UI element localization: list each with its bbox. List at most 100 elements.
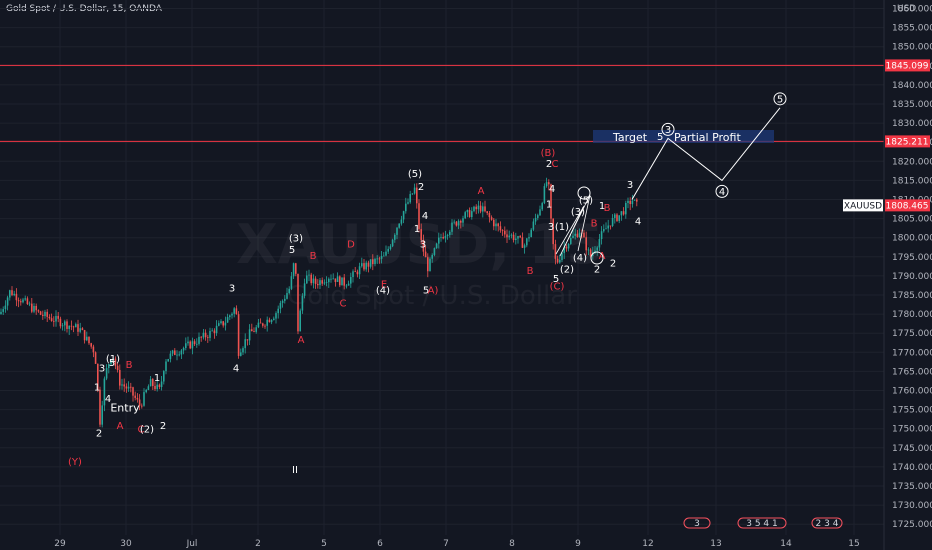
watermark-ticker: XAUUSD, 15 <box>236 213 604 276</box>
candle-body <box>618 215 620 222</box>
candle-body <box>171 350 174 354</box>
wave-label: A <box>298 335 305 346</box>
candle-body <box>160 381 163 388</box>
economic-event-marker[interactable] <box>737 517 787 529</box>
candle-body <box>356 271 359 275</box>
economic-event-marker[interactable] <box>683 517 711 529</box>
candle-body <box>169 353 172 360</box>
candle-body <box>306 275 308 284</box>
x-tick-label: 6 <box>377 539 383 549</box>
candle-body <box>506 234 508 238</box>
candle-body <box>567 243 570 249</box>
candle-body <box>4 305 7 310</box>
candle-body <box>321 280 323 284</box>
projection-wave-circle <box>715 184 729 198</box>
target-zone[interactable] <box>593 130 774 143</box>
candle-body <box>99 389 101 425</box>
candle-body <box>26 298 29 305</box>
candle-body <box>367 262 370 267</box>
candle-body <box>248 329 251 341</box>
candle-body <box>554 244 557 259</box>
candle-body <box>90 343 92 347</box>
candle-body <box>350 277 352 284</box>
candle-body <box>138 399 141 406</box>
level-price-tag[interactable] <box>885 59 930 72</box>
candle-body <box>594 250 596 253</box>
candle-body <box>103 378 106 406</box>
candle-body <box>237 314 240 356</box>
candle-body <box>292 263 295 277</box>
economic-event-label: 2 3 4 <box>816 519 839 529</box>
candle-body <box>70 325 73 327</box>
candle-body <box>402 211 405 220</box>
candle-body <box>127 386 130 389</box>
candle-body <box>101 405 103 425</box>
candle-body <box>339 276 341 286</box>
wave-label: A <box>478 186 485 197</box>
economic-event-marker[interactable] <box>811 517 843 529</box>
candle-body <box>244 339 246 349</box>
candle-body <box>180 350 183 355</box>
candle-body <box>191 341 194 349</box>
event-markers[interactable]: 3 3 5 4 1 2 3 4 <box>683 517 843 529</box>
wave-label: (3) <box>571 207 585 218</box>
candle-body <box>165 361 167 372</box>
wave-label: 1 <box>94 383 100 394</box>
level-price-tag[interactable] <box>885 135 930 148</box>
candle-body <box>277 308 279 314</box>
candle-body <box>209 330 211 338</box>
y-tick-label: 1785.000 <box>892 291 932 301</box>
candle-body <box>497 223 499 227</box>
candle-body <box>86 336 88 341</box>
candle-body <box>53 320 55 322</box>
candle-body <box>240 352 242 356</box>
candle-body <box>603 229 605 232</box>
candle-body <box>510 234 513 236</box>
candle-body <box>466 210 469 213</box>
candle-body <box>424 251 427 258</box>
candle-body <box>376 258 378 260</box>
candle-body <box>215 325 218 334</box>
price-axis <box>884 0 932 550</box>
candle-body <box>185 343 187 348</box>
candle-body <box>328 278 330 283</box>
candle-body <box>609 225 612 227</box>
candle-body <box>57 315 59 319</box>
projection-path[interactable]: 3 4 5 <box>631 92 787 200</box>
candle-body <box>154 386 156 390</box>
candle-body <box>204 332 207 338</box>
horizontal-levels[interactable] <box>0 64 884 142</box>
candle-body <box>380 256 383 259</box>
candle-body <box>616 214 618 222</box>
x-tick-label: 12 <box>642 539 653 549</box>
wave-label: C <box>552 159 559 170</box>
candle-body <box>457 220 460 226</box>
candle-body <box>504 230 506 235</box>
y-tick-label: 1840.000 <box>892 81 932 91</box>
candle-body <box>121 384 123 386</box>
level-price-tag[interactable] <box>885 199 930 212</box>
y-tick-label: 1780.000 <box>892 310 932 320</box>
candle-body <box>72 326 75 328</box>
wave-label: 4 <box>105 394 111 405</box>
candle-body <box>182 347 185 351</box>
candle-body <box>35 305 37 311</box>
wave-label: 1 <box>154 373 160 384</box>
wave-label: 2 <box>418 182 424 193</box>
candle-body <box>431 254 433 259</box>
candles <box>0 177 638 428</box>
candle-body <box>416 187 418 204</box>
y-tick-label: 1850.000 <box>892 43 932 53</box>
candle-body <box>187 341 189 344</box>
wave-label: (2) <box>560 264 574 275</box>
projection-wave-circle <box>773 92 787 106</box>
candle-body <box>284 298 286 301</box>
candle-body <box>259 322 262 324</box>
wave-label: B <box>591 218 598 229</box>
candle-body <box>15 293 18 301</box>
wave-label: D <box>347 239 355 250</box>
projection-line[interactable] <box>631 107 781 200</box>
candle-body <box>264 325 266 327</box>
candle-body <box>332 278 334 280</box>
